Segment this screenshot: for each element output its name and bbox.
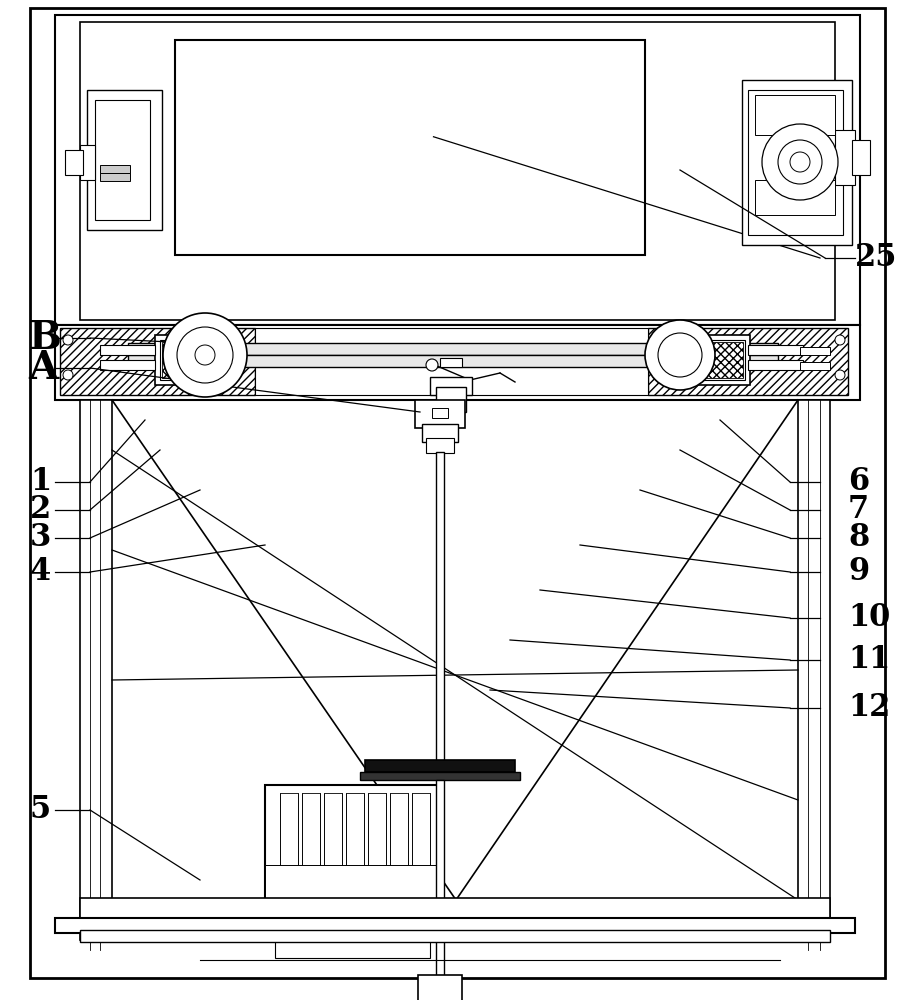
Bar	[422, 424, 457, 442]
Circle shape	[657, 333, 701, 377]
Text: 10: 10	[847, 602, 889, 634]
Bar	[265, 785, 439, 940]
Bar	[360, 772, 519, 780]
Bar	[255, 328, 648, 395]
Bar	[851, 140, 869, 175]
Bar	[128, 355, 777, 367]
Text: 7: 7	[847, 494, 868, 526]
Text: 5: 5	[30, 794, 51, 826]
Bar	[280, 793, 298, 868]
Circle shape	[63, 335, 73, 345]
Circle shape	[644, 320, 714, 390]
Bar	[65, 150, 83, 175]
Bar	[747, 90, 842, 235]
Text: 3: 3	[30, 522, 51, 554]
Circle shape	[63, 370, 73, 380]
Text: A: A	[28, 349, 58, 387]
Bar	[747, 345, 802, 355]
Text: 9: 9	[847, 556, 868, 587]
Bar	[55, 15, 859, 325]
Bar	[754, 95, 834, 135]
Bar	[80, 400, 112, 940]
Bar	[435, 780, 444, 990]
Circle shape	[834, 370, 844, 380]
Bar	[159, 340, 205, 380]
Bar	[415, 400, 465, 428]
Bar	[80, 898, 829, 920]
Bar	[55, 325, 859, 400]
Bar	[364, 760, 515, 772]
Bar	[412, 793, 429, 868]
Text: 1: 1	[30, 466, 51, 497]
Text: 4: 4	[30, 556, 51, 587]
Text: 6: 6	[847, 466, 868, 497]
Bar	[435, 452, 444, 772]
Circle shape	[762, 124, 837, 200]
Bar	[799, 347, 829, 355]
Bar	[323, 793, 342, 868]
Bar	[265, 865, 439, 905]
Bar	[155, 335, 210, 385]
Bar	[834, 130, 854, 185]
Bar	[100, 345, 155, 355]
Circle shape	[789, 152, 809, 172]
Bar	[368, 793, 385, 868]
Circle shape	[777, 140, 821, 184]
Bar	[429, 377, 472, 395]
Bar	[345, 793, 363, 868]
Bar	[87, 90, 162, 230]
Bar	[270, 885, 435, 935]
Bar	[417, 975, 462, 1000]
Bar	[754, 180, 834, 215]
Bar	[302, 793, 320, 868]
Circle shape	[163, 313, 247, 397]
Bar	[100, 173, 130, 181]
Circle shape	[177, 327, 232, 383]
Circle shape	[195, 345, 215, 365]
Bar	[162, 342, 203, 378]
Bar	[432, 408, 447, 418]
Bar	[435, 387, 466, 412]
Bar	[100, 165, 130, 173]
Bar	[797, 400, 829, 940]
Bar	[390, 793, 407, 868]
Bar	[60, 328, 255, 395]
Text: 25: 25	[854, 242, 896, 273]
Bar	[799, 362, 829, 370]
Bar	[80, 22, 834, 320]
Bar	[700, 340, 744, 380]
Text: 12: 12	[847, 692, 889, 724]
Text: 11: 11	[847, 645, 889, 676]
Bar	[439, 358, 462, 367]
Bar	[175, 40, 644, 255]
Bar	[128, 343, 777, 355]
Text: 2: 2	[30, 494, 51, 526]
Bar	[694, 335, 749, 385]
Bar	[648, 328, 847, 395]
Bar	[95, 100, 149, 220]
Circle shape	[834, 335, 844, 345]
Bar	[701, 342, 742, 378]
Bar	[275, 940, 429, 958]
Bar	[55, 918, 854, 933]
Bar	[100, 360, 155, 370]
Bar	[425, 438, 454, 453]
Circle shape	[425, 359, 437, 371]
Text: B: B	[28, 319, 61, 357]
Bar	[80, 930, 829, 942]
Bar	[80, 145, 95, 180]
Bar	[742, 80, 851, 245]
Bar	[747, 360, 802, 370]
Text: 8: 8	[847, 522, 868, 554]
